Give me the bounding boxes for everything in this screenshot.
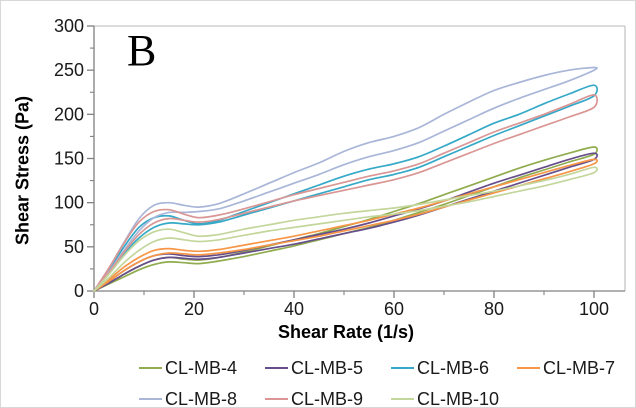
y-tick-label: 100 — [54, 193, 84, 213]
series-line-cl-mb-9 — [93, 94, 598, 292]
series-line-cl-mb-5 — [93, 152, 598, 292]
legend-swatch-cl-mb-9 — [265, 398, 288, 400]
y-tick-label: 300 — [54, 16, 84, 36]
y-tick-label: 250 — [54, 60, 84, 80]
x-tick-label: 0 — [89, 299, 99, 319]
legend-item-cl-mb-9: CL-MB-9 — [265, 388, 364, 408]
x-tick-label: 100 — [579, 299, 609, 319]
y-tick-label: 50 — [64, 237, 84, 257]
legend-label: CL-MB-8 — [165, 388, 238, 408]
legend-swatch-cl-mb-4 — [139, 367, 162, 369]
y-tick-label: 0 — [74, 281, 84, 301]
legend-item-cl-mb-5: CL-MB-5 — [265, 358, 363, 378]
legend-swatch-cl-mb-8 — [139, 398, 162, 400]
y-axis-title: Shear Stress (Pa) — [12, 95, 33, 246]
legend-label: CL-MB-9 — [291, 388, 364, 408]
legend-swatch-cl-mb-10 — [391, 398, 414, 400]
series-line-cl-mb-7 — [93, 158, 598, 292]
legend-swatch-cl-mb-6 — [391, 367, 414, 369]
x-axis-title: Shear Rate (1/s) — [277, 322, 415, 342]
legend-item-cl-mb-7: CL-MB-7 — [517, 358, 615, 378]
series-line-cl-mb-8 — [93, 66, 599, 292]
legend-label: CL-MB-4 — [165, 357, 238, 378]
legend-item-cl-mb-8: CL-MB-8 — [139, 388, 238, 408]
x-tick-label: 20 — [184, 299, 204, 319]
series-line-cl-mb-10 — [93, 166, 598, 292]
panel-label: B — [127, 26, 157, 75]
legend-swatch-cl-mb-7 — [517, 367, 540, 369]
legend-label: CL-MB-10 — [417, 388, 500, 408]
y-tick-label: 200 — [54, 104, 84, 124]
legend-label: CL-MB-7 — [543, 357, 616, 378]
series-line-cl-mb-6 — [93, 84, 598, 292]
y-tick-label: 150 — [54, 149, 84, 169]
legend-item-cl-mb-6: CL-MB-6 — [391, 358, 489, 378]
shear-stress-plot: 0 50 100 150 200 250 300 0 20 40 60 80 100 — [54, 16, 626, 319]
legend-item-cl-mb-4: CL-MB-4 — [139, 358, 237, 378]
legend-swatch-cl-mb-5 — [265, 367, 288, 369]
x-tick-label: 80 — [484, 299, 504, 319]
legend-label: CL-MB-6 — [417, 357, 490, 378]
x-tick-label: 40 — [284, 299, 304, 319]
legend-item-cl-mb-10: CL-MB-10 — [391, 388, 500, 408]
legend-label: CL-MB-5 — [291, 357, 364, 378]
x-tick-label: 60 — [384, 299, 404, 319]
